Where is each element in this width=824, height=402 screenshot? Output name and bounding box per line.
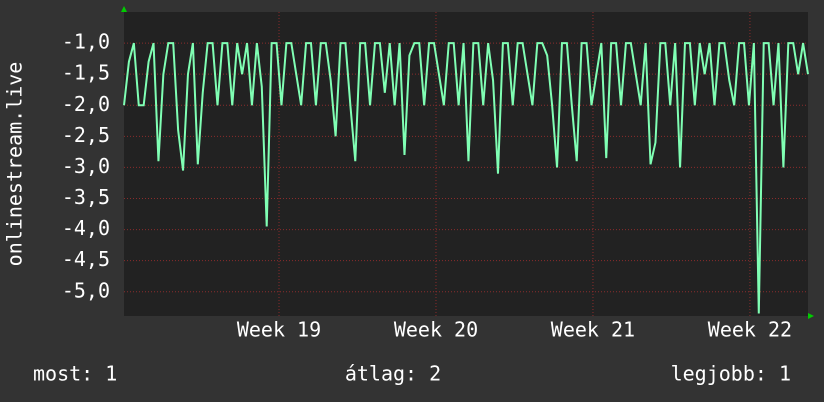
axis-arrow xyxy=(808,313,814,319)
y-axis-label: onlinestream.live xyxy=(3,62,27,267)
line-series xyxy=(123,42,809,314)
marks xyxy=(123,42,809,314)
y-tick-label: -4,5 xyxy=(62,247,110,271)
y-tick-label: -1,0 xyxy=(62,30,110,54)
y-tick-label: -1,5 xyxy=(62,61,110,85)
x-tick-label: Week 21 xyxy=(551,318,635,342)
plot-area xyxy=(124,12,808,316)
y-tick-label: -4,0 xyxy=(62,216,110,240)
x-tick-label: Week 19 xyxy=(237,318,321,342)
y-tick-label: -3,5 xyxy=(62,185,110,209)
y-tick-label: -3,0 xyxy=(62,154,110,178)
y-tick-label: -2,0 xyxy=(62,92,110,116)
footer-best: legjobb: 1 xyxy=(671,362,791,386)
axis-arrow xyxy=(121,6,127,12)
y-tick-label: -2,5 xyxy=(62,123,110,147)
x-tick-label: Week 22 xyxy=(708,318,792,342)
x-tick-label: Week 20 xyxy=(394,318,478,342)
footer-current: most: 1 xyxy=(33,362,117,386)
footer-average: átlag: 2 xyxy=(345,362,441,386)
y-tick-label: -5,0 xyxy=(62,278,110,302)
